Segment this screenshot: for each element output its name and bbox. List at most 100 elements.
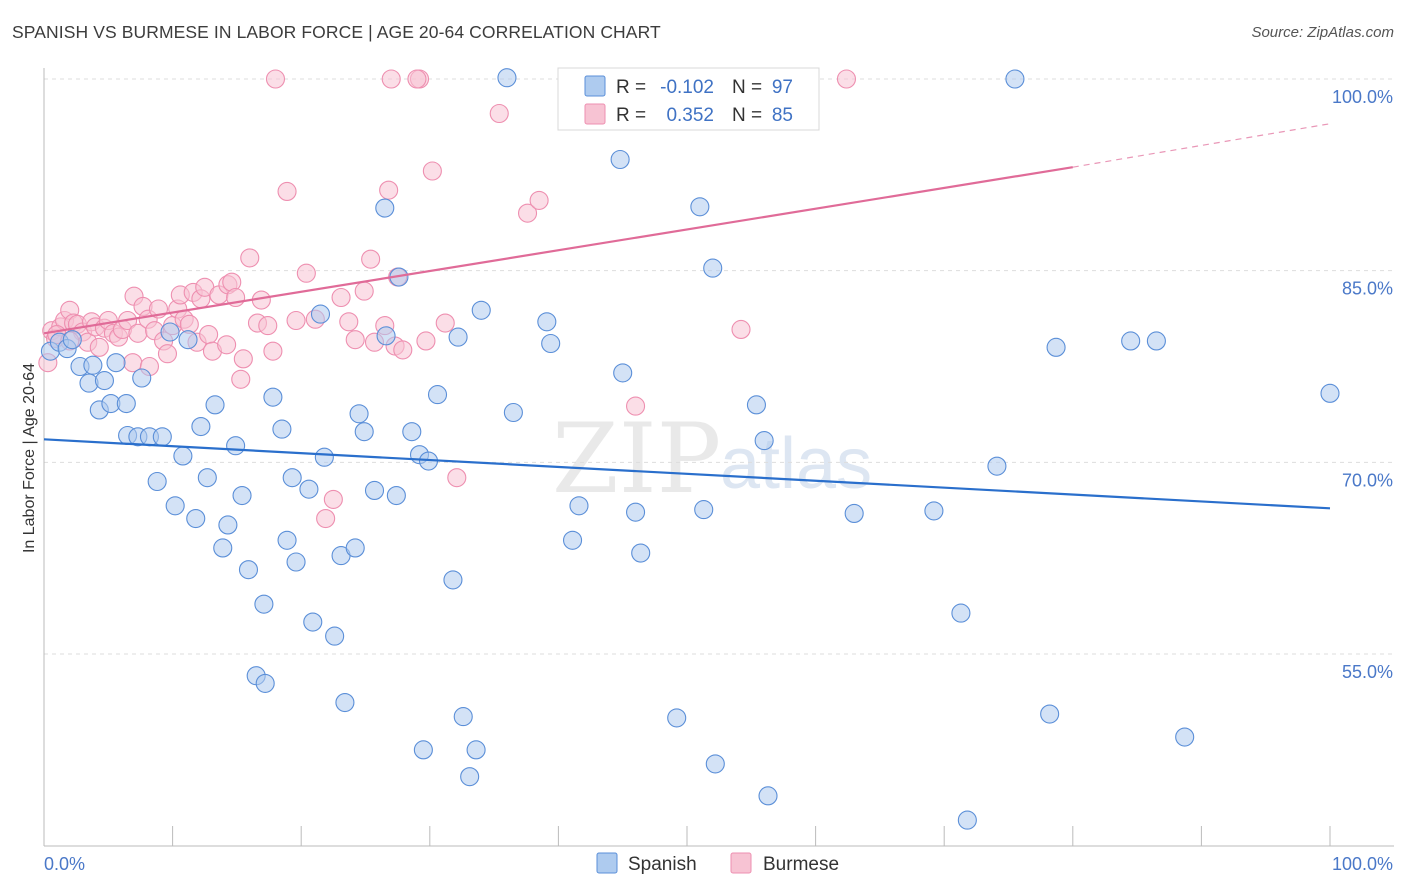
- legend-burmese-r-label: R =: [616, 105, 646, 126]
- spanish-point: [1320, 383, 1340, 403]
- legend-burmese-r-value: 0.352: [666, 105, 714, 126]
- burmese-point: [345, 330, 365, 350]
- spanish-point: [310, 304, 331, 324]
- y-tick-label: 100.0%: [1332, 87, 1393, 107]
- spanish-point: [299, 479, 319, 499]
- spanish-point: [325, 626, 345, 646]
- burmese-point: [265, 69, 286, 89]
- spanish-point: [191, 417, 211, 437]
- burmese-point: [199, 325, 219, 345]
- spanish-point: [1175, 727, 1195, 747]
- spanish-point: [165, 496, 185, 516]
- spanish-point: [160, 322, 180, 342]
- burmese-point: [231, 369, 251, 389]
- burmese-point: [263, 341, 283, 361]
- spanish-point: [386, 486, 406, 506]
- spanish-point: [924, 501, 944, 521]
- legend-spanish-n-label: N =: [732, 77, 762, 98]
- burmese-point: [296, 263, 316, 283]
- burmese-point: [447, 468, 467, 488]
- burmese-point: [517, 203, 538, 223]
- legend-bottom-spanish-swatch: [596, 852, 618, 874]
- spanish-point: [667, 708, 687, 728]
- burmese-point: [323, 489, 343, 509]
- spanish-point: [951, 603, 971, 623]
- spanish-point: [255, 673, 275, 693]
- burmese-point: [416, 331, 436, 351]
- spanish-point: [226, 436, 246, 456]
- burmese-trend-extension: [1072, 123, 1331, 168]
- source-label: Source: ZipAtlas.com: [1251, 24, 1394, 41]
- x-tick-label: 100.0%: [1332, 854, 1393, 874]
- spanish-point: [272, 419, 292, 439]
- burmese-point: [379, 180, 399, 200]
- spanish-point: [238, 560, 259, 580]
- spanish-point: [147, 471, 167, 492]
- spanish-point: [746, 395, 766, 415]
- burmese-point: [529, 190, 549, 210]
- watermark-atlas: atlas: [720, 424, 872, 504]
- spanish-point: [503, 402, 523, 423]
- spanish-point: [303, 612, 323, 632]
- burmese-point: [407, 69, 427, 89]
- trend-lines: [43, 123, 1331, 510]
- burmese-point: [286, 310, 306, 331]
- spanish-point: [106, 353, 126, 373]
- spanish-point: [62, 330, 82, 350]
- spanish-point: [453, 707, 473, 727]
- spanish-point: [466, 740, 486, 760]
- spanish-point: [1046, 337, 1066, 357]
- y-tick-label: 55.0%: [1342, 662, 1393, 682]
- spanish-point: [83, 355, 103, 375]
- burmese-point: [233, 349, 253, 369]
- spanish-point: [448, 327, 468, 347]
- burmese-point: [836, 69, 857, 89]
- spanish-point: [703, 258, 723, 278]
- spanish-point: [116, 394, 136, 414]
- spanish-point: [631, 543, 651, 563]
- burmese-point: [361, 249, 381, 269]
- legend-burmese-n-label: N =: [732, 105, 762, 126]
- spanish-point: [314, 447, 334, 467]
- spanish-point: [613, 363, 633, 383]
- spanish-point: [957, 810, 977, 830]
- legend-burmese-swatch: [584, 103, 606, 125]
- legend-spanish-r-label: R =: [616, 77, 646, 98]
- burmese-point: [731, 319, 751, 339]
- spanish-point: [345, 538, 365, 558]
- spanish-point: [335, 693, 355, 713]
- burmese-point: [331, 287, 351, 308]
- spanish-point: [205, 395, 225, 415]
- spanish-point: [694, 500, 714, 520]
- burmese-point: [258, 316, 278, 336]
- spanish-point: [758, 786, 778, 806]
- spanish-point: [178, 330, 198, 350]
- spanish-point: [541, 333, 561, 354]
- spanish-point: [443, 570, 463, 590]
- spanish-point: [497, 68, 517, 88]
- burmese-point: [626, 396, 646, 416]
- burmese-trend-line: [43, 166, 1073, 335]
- x-tick-label: 0.0%: [44, 854, 85, 874]
- burmese-point: [381, 69, 401, 89]
- spanish-point: [254, 594, 274, 614]
- spanish-point: [375, 198, 395, 218]
- burmese-point: [435, 313, 455, 333]
- burmese-point: [339, 312, 359, 332]
- watermark: ZIP atlas: [552, 403, 872, 515]
- spanish-point: [282, 468, 302, 488]
- burmese-point: [217, 335, 237, 355]
- spanish-point: [286, 552, 306, 572]
- spanish-point: [376, 326, 396, 346]
- spanish-point: [349, 404, 369, 424]
- burmese-point: [277, 181, 297, 201]
- spanish-point: [569, 496, 589, 516]
- spanish-point: [1005, 69, 1025, 89]
- spanish-point: [354, 422, 374, 442]
- legend-spanish-n-value: 97: [772, 77, 793, 98]
- spanish-point: [471, 300, 491, 320]
- legend-bottom: Spanish Burmese: [596, 852, 839, 875]
- burmese-point: [393, 340, 413, 360]
- spanish-point: [152, 427, 172, 447]
- burmese-point: [89, 337, 109, 357]
